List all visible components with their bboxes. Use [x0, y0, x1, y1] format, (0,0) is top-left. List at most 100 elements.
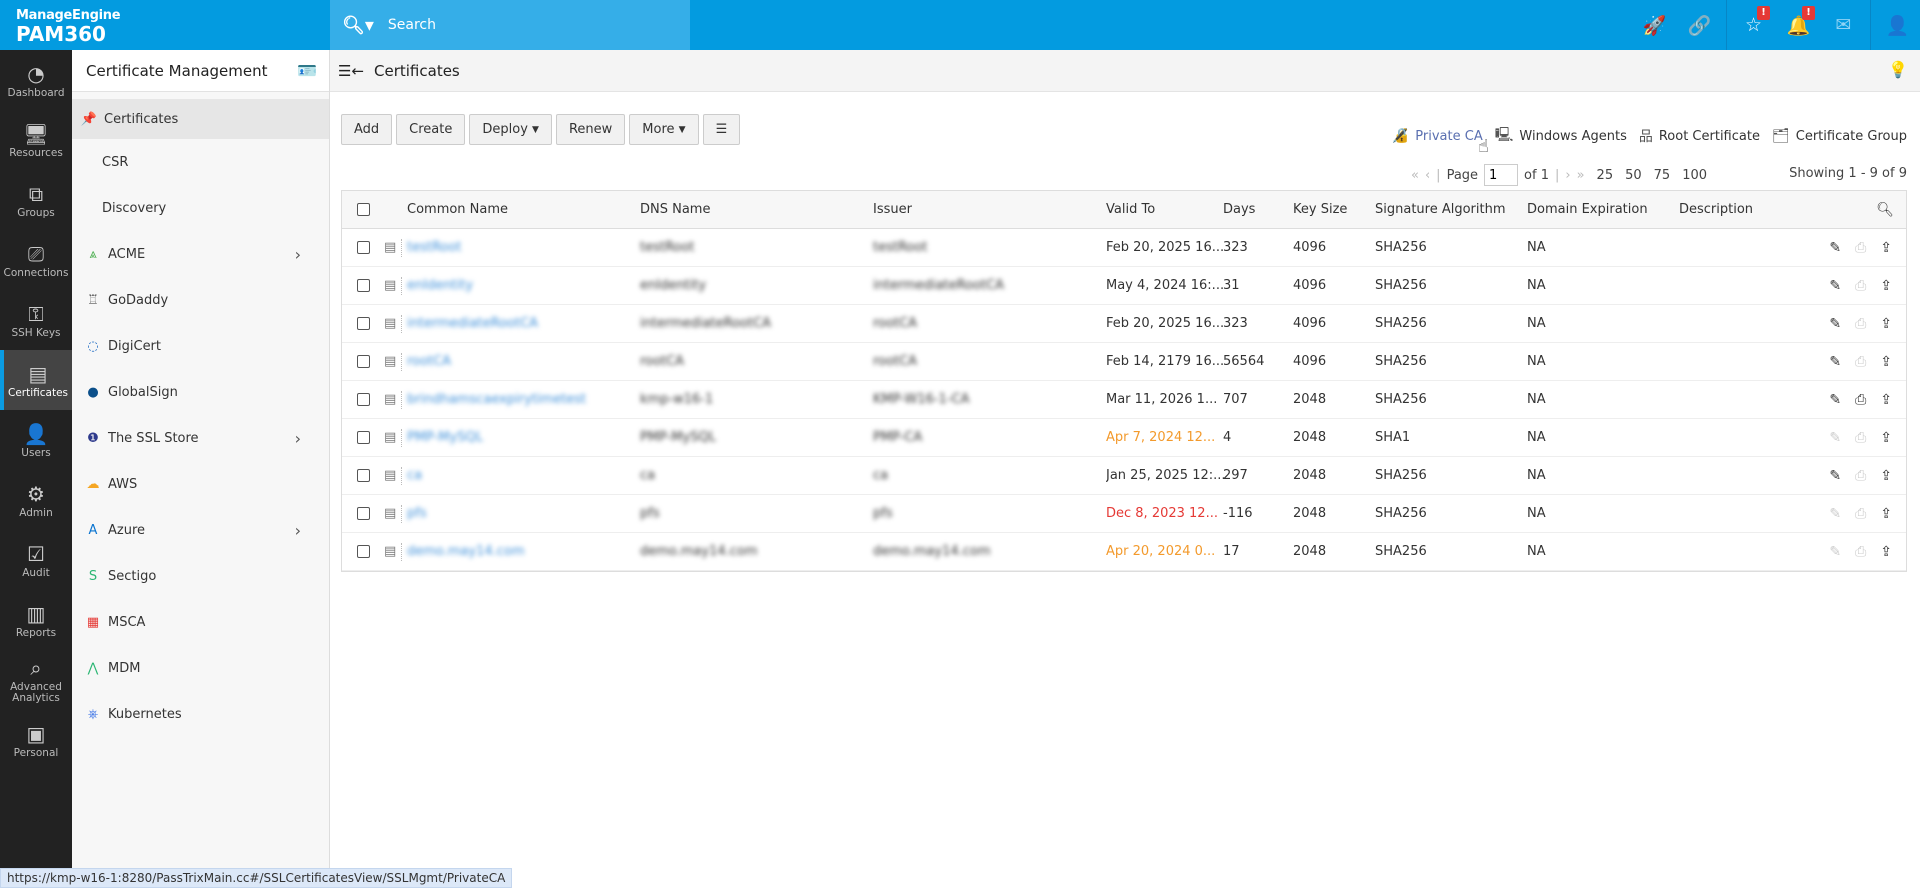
table-search-icon[interactable]: 🔍︎	[1876, 201, 1894, 218]
logo[interactable]: ManageEngine PAM360	[16, 8, 121, 45]
deploy-certificate-icon[interactable]: ⎙	[1855, 467, 1867, 484]
row-checkbox[interactable]	[357, 317, 370, 330]
select-all-checkbox[interactable]	[357, 203, 370, 216]
export-certificate-icon[interactable]: ⇪	[1880, 353, 1892, 370]
certificate-type-icon[interactable]: ▤	[384, 240, 397, 255]
export-certificate-icon[interactable]: ⇪	[1880, 467, 1892, 484]
nav-item-resources[interactable]: 🖥 Resources	[0, 110, 72, 170]
certificate-type-icon[interactable]: ▤	[384, 278, 397, 293]
export-certificate-icon[interactable]: ⇪	[1880, 315, 1892, 332]
nav-item-audit[interactable]: ☑ Audit	[0, 530, 72, 590]
link-private-ca[interactable]: 🔏 Private CA	[1392, 128, 1483, 144]
nav-item-reports[interactable]: ▥ Reports	[0, 590, 72, 650]
certificate-type-icon[interactable]: ▤	[384, 354, 397, 369]
row-checkbox[interactable]	[357, 545, 370, 558]
cell-cn[interactable]: testRoot	[407, 240, 462, 255]
renew-button[interactable]: Renew	[555, 114, 626, 145]
certificate-type-icon[interactable]: ▤	[384, 468, 397, 483]
column-header-issuer[interactable]: Issuer	[873, 202, 912, 217]
column-header-common-name[interactable]: Common Name	[407, 202, 509, 217]
sidebar-item-sectigo[interactable]: S Sectigo	[72, 553, 329, 599]
chevron-right-icon[interactable]: ›	[294, 428, 301, 448]
deploy-certificate-icon[interactable]: ⎙	[1855, 429, 1867, 446]
link-root-certificate[interactable]: 品 Root Certificate	[1639, 126, 1760, 146]
certificate-type-icon[interactable]: ▤	[384, 506, 397, 521]
sidebar-item-globalsign[interactable]: ● GlobalSign	[72, 369, 329, 415]
nav-item-groups[interactable]: ⧉ Groups	[0, 170, 72, 230]
nav-item-admin[interactable]: ⚙ Admin	[0, 470, 72, 530]
deploy-certificate-icon[interactable]: ⎙	[1855, 543, 1867, 560]
last-page-icon[interactable]: »	[1576, 167, 1585, 183]
rocket-icon[interactable]: 🚀	[1642, 14, 1667, 37]
nav-item-ssh-keys[interactable]: ⚿ SSH Keys	[0, 290, 72, 350]
more-button[interactable]: More ▼	[629, 114, 699, 145]
edit-certificate-icon[interactable]: ✎	[1829, 239, 1842, 256]
certificate-type-icon[interactable]: ▤	[384, 430, 397, 445]
column-header-days[interactable]: Days	[1223, 202, 1256, 217]
nav-item-personal[interactable]: ▣ Personal	[0, 710, 72, 770]
nav-item-users[interactable]: 👤 Users	[0, 410, 72, 470]
edit-certificate-icon[interactable]: ✎	[1829, 353, 1842, 370]
search-icon[interactable]: 🔍︎▾	[342, 14, 374, 36]
edit-certificate-icon[interactable]: ✎	[1829, 315, 1842, 332]
prev-page-icon[interactable]: ‹	[1424, 167, 1431, 183]
export-certificate-icon[interactable]: ⇪	[1880, 391, 1892, 408]
row-checkbox[interactable]	[357, 469, 370, 482]
deploy-certificate-icon[interactable]: ⎙	[1855, 353, 1867, 370]
bell-icon[interactable]: 🔔!	[1776, 5, 1821, 37]
nav-item-certificates[interactable]: ▤ Certificates	[0, 350, 72, 410]
column-header-valid-to[interactable]: Valid To	[1106, 202, 1156, 217]
page-size-100[interactable]: 100	[1682, 167, 1708, 183]
deploy-certificate-icon[interactable]: ⎙	[1855, 391, 1867, 408]
edit-certificate-icon[interactable]: ✎	[1829, 467, 1842, 484]
sidebar-item-msca[interactable]: ▦ MSCA	[72, 599, 329, 645]
export-certificate-icon[interactable]: ⇪	[1880, 543, 1892, 560]
sidebar-item-aws[interactable]: ☁ AWS	[72, 461, 329, 507]
cell-cn[interactable]: intermediateRootCA	[407, 316, 539, 331]
column-header-signature-algorithm[interactable]: Signature Algorithm	[1375, 202, 1506, 217]
sidebar-item-kubernetes[interactable]: ⎈ Kubernetes	[72, 691, 329, 737]
sidebar-item-discovery[interactable]: Discovery	[72, 185, 329, 231]
cell-cn[interactable]: enIdentity	[407, 278, 474, 293]
sidebar-item-acme[interactable]: ⩓ ACME ›	[72, 231, 329, 277]
deploy-certificate-icon[interactable]: ⎙	[1855, 277, 1867, 294]
sidebar-item-digicert[interactable]: ◌ DigiCert	[72, 323, 329, 369]
next-page-icon[interactable]: ›	[1565, 167, 1571, 183]
page-size-75[interactable]: 75	[1653, 167, 1671, 183]
row-checkbox[interactable]	[357, 431, 370, 444]
link-certificate-group[interactable]: 🗂 Certificate Group	[1772, 128, 1907, 144]
edit-certificate-icon[interactable]: ✎	[1829, 543, 1842, 560]
user-star-icon[interactable]: ☆!	[1731, 6, 1776, 36]
link-icon[interactable]: 🔗	[1687, 14, 1712, 37]
cell-cn[interactable]: ca	[407, 468, 423, 483]
first-page-icon[interactable]: «	[1411, 167, 1419, 183]
column-header-dns-name[interactable]: DNS Name	[640, 202, 711, 217]
export-certificate-icon[interactable]: ⇪	[1880, 239, 1892, 256]
row-checkbox[interactable]	[357, 279, 370, 292]
deploy-certificate-icon[interactable]: ⎙	[1855, 315, 1867, 332]
certificate-chat-icon[interactable]: 🪪	[297, 61, 317, 80]
export-certificate-icon[interactable]: ⇪	[1880, 429, 1892, 446]
sidebar-item-azure[interactable]: A Azure ›	[72, 507, 329, 553]
edit-certificate-icon[interactable]: ✎	[1829, 429, 1842, 446]
column-header-domain-expiration[interactable]: Domain Expiration	[1527, 202, 1648, 217]
deploy-certificate-icon[interactable]: ⎙	[1855, 505, 1867, 522]
certificate-type-icon[interactable]: ▤	[384, 316, 397, 331]
certificate-type-icon[interactable]: ▤	[384, 392, 397, 407]
page-size-50[interactable]: 50	[1625, 167, 1642, 183]
row-checkbox[interactable]	[357, 355, 370, 368]
sidebar-item-godaddy[interactable]: ♖ GoDaddy	[72, 277, 329, 323]
sidebar-item-certificates[interactable]: 📌 Certificates	[72, 99, 329, 139]
column-header-description[interactable]: Description	[1679, 202, 1754, 217]
collapse-menu-icon[interactable]: ☰←	[338, 61, 365, 80]
export-certificate-icon[interactable]: ⇪	[1880, 277, 1892, 294]
deploy-button[interactable]: Deploy ▼	[469, 114, 552, 145]
lightbulb-icon[interactable]: 💡	[1888, 60, 1908, 79]
sidebar-item-the-ssl-store[interactable]: ❶ The SSL Store ›	[72, 415, 329, 461]
sidebar-item-csr[interactable]: CSR	[72, 139, 329, 185]
edit-certificate-icon[interactable]: ✎	[1829, 391, 1842, 408]
cell-cn[interactable]: rootCA	[407, 354, 452, 369]
link-windows-agents[interactable]: 🖳 Windows Agents	[1495, 124, 1627, 148]
page-size-25[interactable]: 25	[1596, 167, 1614, 183]
row-checkbox[interactable]	[357, 241, 370, 254]
